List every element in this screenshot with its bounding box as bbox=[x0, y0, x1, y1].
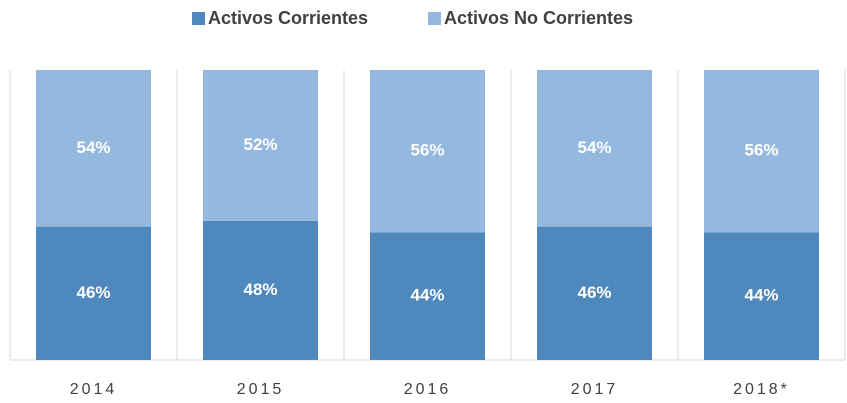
bar-segment bbox=[537, 226, 652, 360]
data-label: 44% bbox=[410, 286, 444, 305]
data-label: 54% bbox=[577, 138, 611, 157]
data-label: 56% bbox=[744, 141, 778, 160]
bar-segment bbox=[203, 70, 318, 221]
legend-label: Activos Corrientes bbox=[208, 8, 368, 28]
x-tick-label: 2017 bbox=[571, 381, 619, 398]
data-label: 56% bbox=[410, 141, 444, 160]
x-tick-label: 2014 bbox=[70, 381, 118, 398]
data-label: 54% bbox=[76, 138, 110, 157]
legend-swatch bbox=[428, 12, 441, 25]
bar-segment bbox=[36, 70, 151, 227]
data-label: 44% bbox=[744, 286, 778, 305]
legend-label: Activos No Corrientes bbox=[444, 8, 633, 28]
data-label: 46% bbox=[577, 283, 611, 302]
bar-segment bbox=[537, 70, 652, 227]
bar-segment bbox=[704, 232, 819, 360]
bar-segment bbox=[370, 70, 485, 233]
data-label: 48% bbox=[243, 280, 277, 299]
bar-segment bbox=[203, 220, 318, 360]
bar-segment bbox=[370, 232, 485, 360]
x-tick-label: 2015 bbox=[237, 381, 285, 398]
x-tick-label: 2016 bbox=[404, 381, 452, 398]
legend-swatch bbox=[192, 12, 205, 25]
x-tick-label: 2018* bbox=[733, 381, 790, 398]
bar-segment bbox=[36, 226, 151, 360]
data-label: 46% bbox=[76, 283, 110, 302]
data-label: 52% bbox=[243, 135, 277, 154]
bar-segment bbox=[704, 70, 819, 233]
